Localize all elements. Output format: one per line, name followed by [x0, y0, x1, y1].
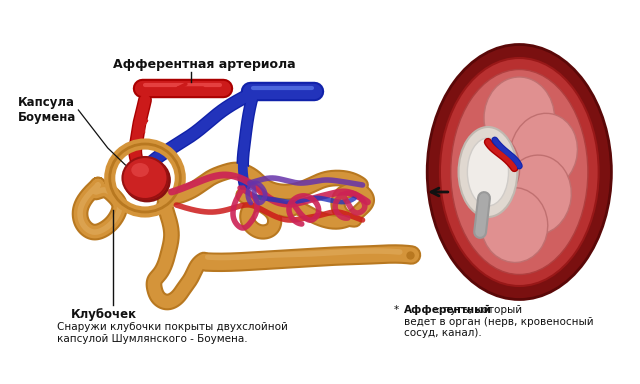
- Ellipse shape: [131, 163, 149, 177]
- Text: Клубочек: Клубочек: [70, 308, 136, 321]
- Text: Капсула
Боумена: Капсула Боумена: [18, 96, 76, 124]
- Ellipse shape: [451, 70, 588, 275]
- Ellipse shape: [460, 129, 520, 200]
- Text: Снаружи клубочки покрыты двухслойной
капсулой Шумлянского - Боумена.: Снаружи клубочки покрыты двухслойной кап…: [57, 322, 288, 344]
- Ellipse shape: [510, 113, 577, 191]
- Ellipse shape: [440, 58, 598, 286]
- Ellipse shape: [502, 155, 572, 235]
- Text: *: *: [394, 305, 403, 315]
- Text: Афферентная артериола: Афферентная артериола: [113, 58, 295, 71]
- Text: : путь, который
ведет в орган (нерв, кровеносный
сосуд, канал).: : путь, который ведет в орган (нерв, кро…: [404, 305, 593, 338]
- Ellipse shape: [427, 45, 611, 300]
- Ellipse shape: [124, 159, 170, 201]
- Ellipse shape: [484, 77, 555, 159]
- Ellipse shape: [458, 127, 517, 217]
- Text: Афферентный: Афферентный: [404, 305, 492, 315]
- Ellipse shape: [122, 157, 168, 199]
- Ellipse shape: [467, 138, 509, 206]
- Ellipse shape: [481, 187, 548, 263]
